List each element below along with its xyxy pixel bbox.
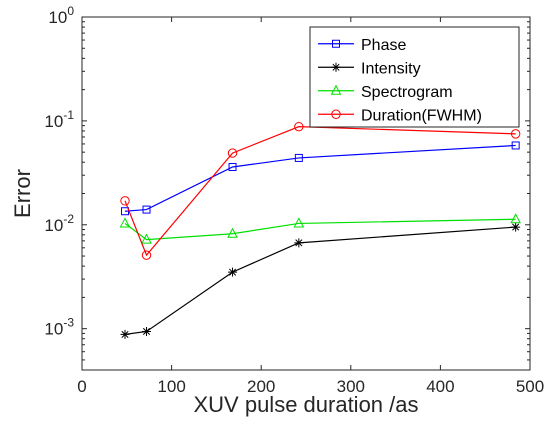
legend-label: Spectrogram <box>361 84 453 101</box>
series-line <box>124 226 516 336</box>
plot-marks <box>119 121 521 339</box>
data-point <box>142 205 151 214</box>
data-point <box>511 141 520 150</box>
x-tick-label: 0 <box>77 377 86 396</box>
data-point <box>228 267 238 277</box>
data-point <box>331 62 341 72</box>
data-point <box>332 39 340 48</box>
legend-item: Duration(FWHM) <box>318 107 482 124</box>
y-tick-label: 100 <box>48 4 74 27</box>
y-tick-label: 10-1 <box>44 108 74 131</box>
series-phase <box>121 141 520 216</box>
series-line <box>124 126 516 257</box>
data-point <box>293 217 305 228</box>
legend-item: Phase <box>318 37 406 54</box>
data-point <box>294 238 304 248</box>
data-point <box>227 227 238 238</box>
series-line <box>124 144 516 212</box>
x-axis-label: XUV pulse duration /as <box>193 392 418 417</box>
data-point <box>141 250 152 260</box>
x-tick-label: 200 <box>247 377 275 396</box>
data-point <box>294 153 303 162</box>
legend-label: Duration(FWHM) <box>361 107 482 124</box>
data-point <box>331 109 341 119</box>
series-duration-fwhm- <box>120 121 521 260</box>
series-line <box>124 218 516 241</box>
series-intensity <box>120 222 521 339</box>
data-point <box>511 222 521 232</box>
legend-label: Phase <box>361 37 406 54</box>
data-point <box>228 162 237 171</box>
x-tick-label: 400 <box>426 377 454 396</box>
legend-item: Intensity <box>318 60 421 77</box>
y-tick-exponent: -3 <box>63 316 74 330</box>
data-point <box>510 129 521 139</box>
y-tick-exponent: -2 <box>63 212 74 226</box>
data-point <box>294 121 304 132</box>
y-tick-base: 10 <box>48 8 67 27</box>
data-point <box>142 326 152 336</box>
data-point <box>510 213 521 224</box>
series-spectrogram <box>119 213 521 244</box>
y-tick-exponent: 0 <box>67 4 74 18</box>
data-point <box>141 233 152 244</box>
y-tick-label: 10-2 <box>44 212 74 235</box>
y-tick-label: 10-3 <box>44 316 74 339</box>
data-point <box>227 148 238 158</box>
x-tick-label: 300 <box>337 377 365 396</box>
y-axis-label: Error <box>10 169 35 218</box>
legend-item: Spectrogram <box>318 84 453 101</box>
y-tick-base: 10 <box>44 112 63 131</box>
data-point <box>120 196 130 206</box>
x-tick-label: 500 <box>516 377 544 396</box>
legend: Phase Intensity Spectrogram Duration(FWHM) <box>309 26 520 128</box>
legend-label: Intensity <box>361 60 421 77</box>
y-tick-base: 10 <box>44 216 63 235</box>
y-tick-base: 10 <box>44 320 63 339</box>
data-point <box>330 84 342 95</box>
data-point <box>119 217 131 228</box>
data-point <box>120 329 130 339</box>
y-tick-exponent: -1 <box>63 108 74 122</box>
x-tick-label: 100 <box>157 377 185 396</box>
x-axis: 0 100 200 300 400 500 <box>77 17 544 396</box>
